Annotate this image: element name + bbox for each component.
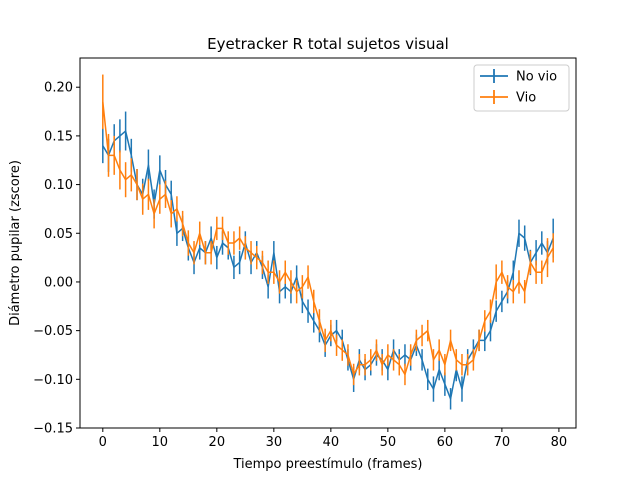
legend: No vio Vio bbox=[473, 64, 570, 112]
x-tick-label: 70 bbox=[494, 435, 511, 450]
series-line bbox=[102, 101, 554, 376]
y-axis-label: Diámetro pupilar (zscore) bbox=[8, 160, 23, 326]
x-tick-label: 10 bbox=[152, 435, 169, 450]
x-tick-label: 60 bbox=[437, 435, 454, 450]
x-axis-label: Tiempo preestímulo (frames) bbox=[232, 457, 422, 472]
series-layer bbox=[102, 74, 554, 410]
chart-title: Eyetracker R total sujetos visual bbox=[207, 35, 449, 53]
plot-frame bbox=[79, 57, 577, 429]
legend-entry: No vio bbox=[480, 69, 557, 85]
y-tick-label: −0.10 bbox=[33, 373, 73, 388]
y-tick-label: 0.15 bbox=[44, 129, 73, 144]
x-tick-label: 20 bbox=[209, 435, 226, 450]
y-axis: −0.15 −0.10 −0.05 0.00 0.05 0.10 0.15 0.20 bbox=[33, 81, 80, 437]
x-tick-label: 0 bbox=[99, 435, 107, 450]
y-tick-label: −0.15 bbox=[33, 422, 73, 437]
x-axis: 0 10 20 30 40 50 60 70 80 bbox=[99, 428, 568, 450]
legend-entry: Vio bbox=[480, 90, 536, 106]
y-tick-label: −0.05 bbox=[33, 324, 73, 339]
y-tick-label: 0.10 bbox=[44, 178, 73, 193]
legend-label: Vio bbox=[516, 91, 536, 106]
x-tick-label: 40 bbox=[323, 435, 340, 450]
series-vio bbox=[102, 74, 554, 386]
x-tick-label: 50 bbox=[380, 435, 397, 450]
legend-label: No vio bbox=[516, 70, 557, 85]
x-tick-label: 30 bbox=[266, 435, 283, 450]
y-tick-label: 0.05 bbox=[44, 227, 73, 242]
y-tick-label: 0.20 bbox=[44, 81, 73, 96]
y-tick-label: 0.00 bbox=[44, 275, 73, 290]
x-tick-label: 80 bbox=[551, 435, 568, 450]
